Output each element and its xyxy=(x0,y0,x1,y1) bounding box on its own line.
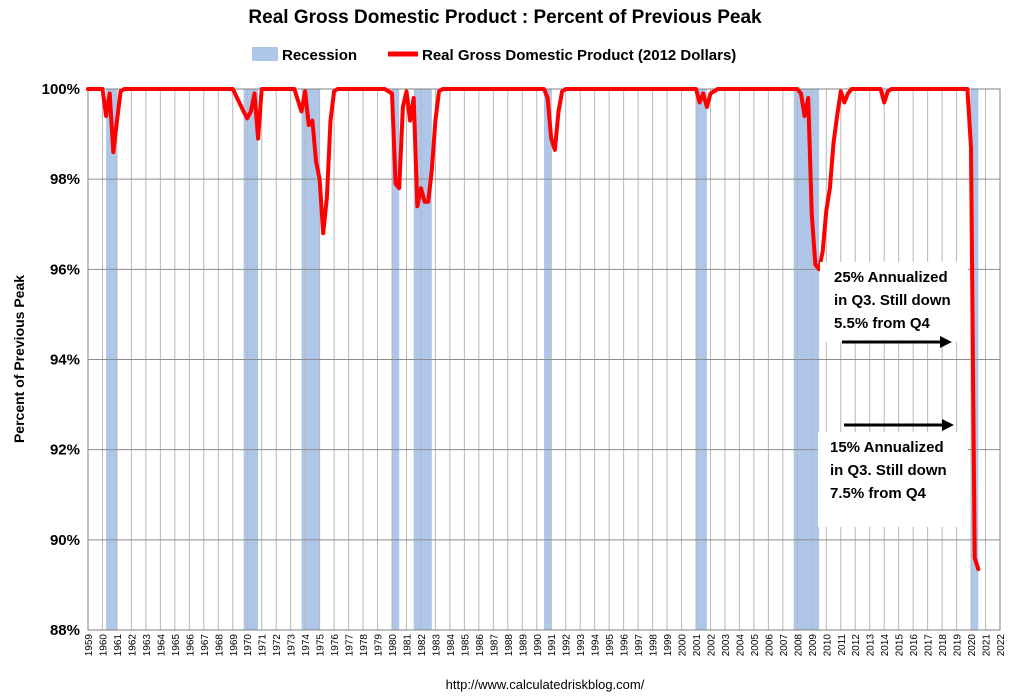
x-tick-label: 1971 xyxy=(258,634,269,657)
y-tick-label: 100% xyxy=(42,81,80,98)
x-tick-label: 1969 xyxy=(229,634,240,657)
source-url: http://www.calculatedriskblog.com/ xyxy=(446,677,645,692)
x-tick-label: 2011 xyxy=(837,634,848,656)
x-tick-label: 2009 xyxy=(808,634,819,657)
x-tick-label: 1975 xyxy=(316,634,327,657)
x-tick-label: 2021 xyxy=(982,634,993,657)
annotation-line: 25% Annualized xyxy=(834,269,948,286)
x-tick-label: 1987 xyxy=(489,634,500,657)
chart-title: Real Gross Domestic Product : Percent of… xyxy=(248,7,762,28)
x-tick-label: 1972 xyxy=(272,634,283,657)
gdp-series xyxy=(86,87,981,572)
y-tick-label: 98% xyxy=(50,171,80,188)
x-tick-label: 1994 xyxy=(591,634,602,657)
x-tick-label: 2003 xyxy=(721,634,732,657)
x-tick-label: 1991 xyxy=(547,634,558,657)
x-tick-label: 2008 xyxy=(793,634,804,657)
x-tick-label: 2014 xyxy=(880,634,891,657)
x-tick-label: 1959 xyxy=(84,634,95,657)
y-tick-label: 96% xyxy=(50,261,80,278)
x-tick-label: 1996 xyxy=(620,634,631,657)
x-tick-label: 2012 xyxy=(851,634,862,657)
x-tick-label: 1998 xyxy=(649,634,660,657)
x-tick-label: 1997 xyxy=(634,634,645,657)
x-tick-label: 1976 xyxy=(330,634,341,657)
legend-recession-swatch xyxy=(252,47,278,61)
legend-gdp-label: Real Gross Domestic Product (2012 Dollar… xyxy=(422,47,736,64)
annotation-line: in Q3. Still down xyxy=(834,292,951,309)
x-tick-label: 1982 xyxy=(417,634,428,657)
x-tick-label: 1981 xyxy=(402,634,413,657)
x-tick-label: 2001 xyxy=(692,634,703,657)
x-tick-label: 1961 xyxy=(113,634,124,657)
annotation-box-2 xyxy=(818,432,968,527)
x-tick-label: 2016 xyxy=(909,634,920,657)
x-tick-label: 2002 xyxy=(706,634,717,657)
x-tick-label: 1984 xyxy=(446,634,457,657)
x-tick-label: 1993 xyxy=(576,634,587,657)
x-tick-label: 2006 xyxy=(764,634,775,657)
annotation-box-1 xyxy=(820,262,968,342)
x-tick-label: 1960 xyxy=(98,634,109,657)
y-axis-label: Percent of Previous Peak xyxy=(11,275,27,443)
x-tick-label: 2019 xyxy=(953,634,964,657)
x-tick-label: 1992 xyxy=(562,634,573,657)
annotation-arrowhead-2 xyxy=(942,419,954,431)
x-tick-label: 2017 xyxy=(924,634,935,657)
x-tick-label: 1990 xyxy=(533,634,544,657)
x-tick-label: 1973 xyxy=(287,634,298,657)
x-tick-label: 1964 xyxy=(156,634,167,657)
x-tick-label: 2013 xyxy=(866,634,877,657)
y-axis-ticks: 88% 90% 92% 94% 96% 98% 100% xyxy=(42,81,80,639)
annotation-1: 25% Annualized in Q3. Still down 5.5% from… xyxy=(834,269,951,332)
x-tick-label: 1970 xyxy=(243,634,254,657)
x-tick-label: 2020 xyxy=(967,634,978,657)
x-tick-label: 1963 xyxy=(142,634,153,657)
x-tick-label: 2022 xyxy=(996,634,1007,657)
x-tick-label: 2005 xyxy=(750,634,761,657)
annotation-line: 5.5% from Q4 xyxy=(834,315,931,332)
x-tick-label: 2004 xyxy=(735,634,746,657)
x-tick-label: 1988 xyxy=(504,634,515,657)
x-tick-label: 1985 xyxy=(460,634,471,657)
x-axis-ticks: 1959 1960 1961 1962 1963 1964 1965 1966 1967 1968… xyxy=(84,634,1007,657)
x-tick-label: 1974 xyxy=(301,634,312,657)
y-tick-label: 92% xyxy=(50,442,80,459)
legend-recession-label: Recession xyxy=(282,47,357,64)
x-tick-label: 1999 xyxy=(663,634,674,657)
annotation-2: 15% Annualized in Q3. Still down 7.5% from… xyxy=(830,439,947,502)
gdp-line xyxy=(86,87,981,572)
x-tick-label: 2007 xyxy=(779,634,790,657)
x-tick-label: 1980 xyxy=(388,634,399,657)
annotation-line: 15% Annualized xyxy=(830,439,944,456)
annotations: 25% Annualized in Q3. Still down 5.5% from… xyxy=(818,262,968,527)
x-tick-label: 2015 xyxy=(895,634,906,657)
x-tick-label: 2018 xyxy=(938,634,949,657)
x-tick-label: 1962 xyxy=(127,634,138,657)
x-tick-label: 1979 xyxy=(374,634,385,657)
x-tick-label: 1986 xyxy=(475,634,486,657)
x-tick-label: 1965 xyxy=(171,634,182,657)
x-tick-label: 1977 xyxy=(345,634,356,657)
y-tick-label: 90% xyxy=(50,532,80,549)
annotation-line: in Q3. Still down xyxy=(830,462,947,479)
x-tick-label: 1968 xyxy=(214,634,225,657)
x-tick-label: 1978 xyxy=(359,634,370,657)
chart-legend: Recession Real Gross Domestic Product (2… xyxy=(252,47,736,64)
x-tick-label: 2000 xyxy=(678,634,689,657)
x-tick-label: 2010 xyxy=(822,634,833,657)
y-tick-label: 94% xyxy=(50,352,80,369)
annotation-arrowhead-1 xyxy=(940,336,952,348)
x-tick-label: 1967 xyxy=(200,634,211,657)
x-tick-label: 1989 xyxy=(518,634,529,657)
y-tick-label: 88% xyxy=(50,622,80,639)
x-tick-label: 1983 xyxy=(431,634,442,657)
x-tick-label: 1995 xyxy=(605,634,616,657)
x-tick-label: 1966 xyxy=(185,634,196,657)
annotation-line: 7.5% from Q4 xyxy=(830,485,927,502)
